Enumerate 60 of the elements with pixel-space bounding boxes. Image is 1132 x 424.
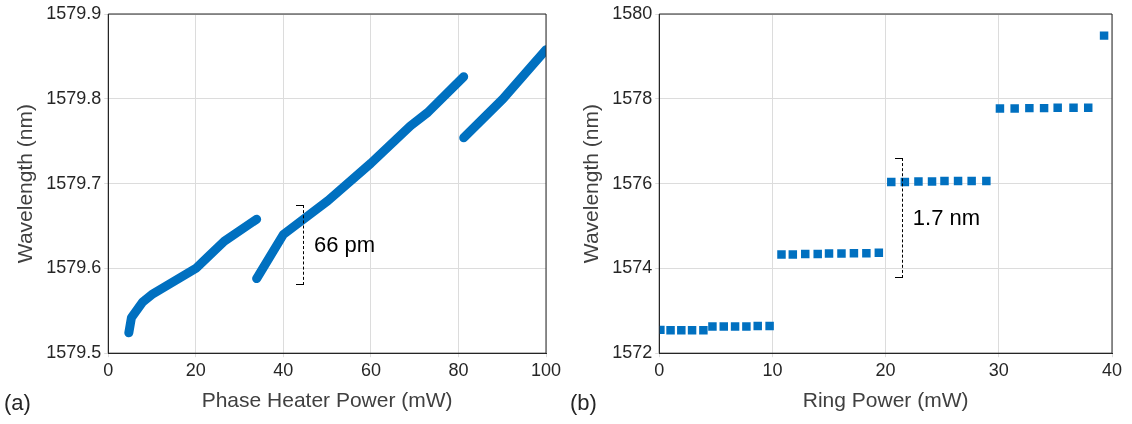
- annotation: 1.7 nm: [912, 204, 981, 231]
- y-tick-label: 1579.8: [46, 87, 102, 108]
- y-tick-label: 1579.7: [46, 172, 102, 193]
- y-tick-label: 1572: [612, 342, 653, 363]
- point: [862, 248, 871, 258]
- y-tick-label: 1580: [612, 2, 653, 23]
- text: (a): [4, 390, 31, 416]
- y-tick-label: 1578: [612, 87, 653, 108]
- x-tick-label: 20: [875, 359, 896, 380]
- point: [777, 250, 786, 259]
- point: [982, 176, 991, 186]
- point: [699, 326, 708, 335]
- point: [1053, 103, 1062, 112]
- annotation: 66 pm: [313, 231, 376, 258]
- y-tick-label: 1579.9: [46, 2, 102, 23]
- x-tick-label: 10: [762, 359, 783, 380]
- x-axis-title: Ring Power (mW): [802, 388, 969, 412]
- y-tick-label: 1576: [612, 172, 653, 193]
- x-tick-label: 40: [273, 359, 294, 380]
- point: [687, 326, 697, 335]
- x-tick-label: 80: [448, 359, 469, 380]
- point: [927, 177, 937, 186]
- point: [824, 249, 834, 258]
- point: [1010, 104, 1019, 113]
- point: [1025, 103, 1034, 113]
- point: [677, 326, 686, 335]
- point: [940, 176, 949, 186]
- point: [765, 321, 774, 331]
- x-axis-title: Phase Heater Power (mW): [201, 388, 453, 412]
- point: [730, 322, 740, 331]
- x-tick-label: 0: [654, 359, 665, 380]
- point: [813, 249, 822, 259]
- point: [1083, 103, 1093, 112]
- point: [1069, 103, 1078, 112]
- x-tick-label: 100: [530, 359, 562, 380]
- point: [742, 322, 751, 331]
- point: [801, 249, 810, 259]
- text: (b): [570, 390, 597, 416]
- x-tick-label: 60: [360, 359, 381, 380]
- x-tick-label: 0: [103, 359, 114, 380]
- y-axis-title: Wavelength (nm): [13, 104, 37, 264]
- point: [995, 104, 1005, 113]
- point: [967, 176, 976, 186]
- point: [719, 322, 728, 331]
- x-tick-label: 20: [185, 359, 206, 380]
- y-axis-title: Wavelength (nm): [579, 104, 603, 264]
- point: [914, 177, 923, 186]
- point: [753, 321, 762, 331]
- x-tick-label: 40: [1101, 359, 1123, 380]
- point: [837, 249, 846, 258]
- y-tick-label: 1574: [612, 257, 653, 278]
- point: [1099, 31, 1109, 40]
- point: [874, 248, 884, 257]
- x-tick-label: 30: [988, 359, 1009, 380]
- y-tick-label: 1579.5: [46, 342, 102, 363]
- point: [887, 177, 896, 187]
- point: [666, 326, 675, 335]
- y-tick-label: 1579.6: [46, 257, 102, 278]
- point: [788, 250, 798, 259]
- point: [708, 322, 717, 331]
